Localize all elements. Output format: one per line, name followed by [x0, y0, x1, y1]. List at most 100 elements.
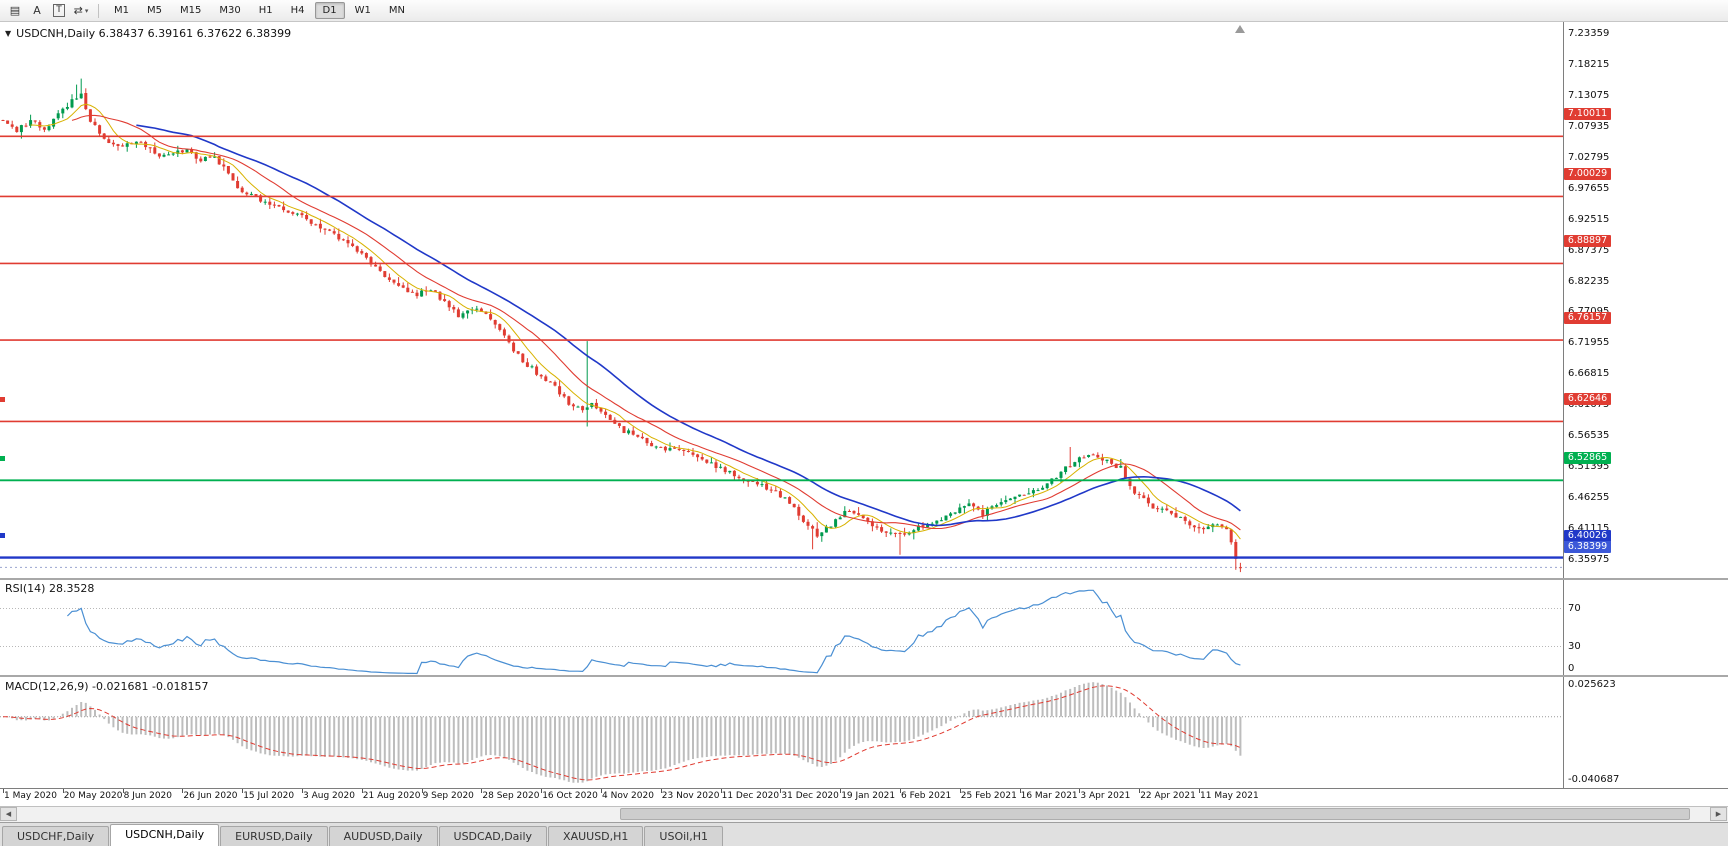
price-axis-label: 6.41115 — [1568, 523, 1610, 535]
panel-separator[interactable] — [0, 675, 1728, 677]
chart-tab-usdcnh[interactable]: USDCNH,Daily — [110, 824, 220, 846]
scroll-right-arrow-icon[interactable]: ▶ — [1710, 807, 1727, 821]
level-price-tag: 6.40026 — [1564, 529, 1611, 542]
chart-tab-usdcad[interactable]: USDCAD,Daily — [438, 826, 548, 846]
time-axis-label: 25 Feb 2021 — [960, 791, 1017, 801]
time-axis-tick — [1079, 789, 1080, 793]
line-studies-icon: ⇄ — [73, 4, 83, 17]
chart-shift-marker-icon[interactable] — [1235, 25, 1245, 33]
line-handle[interactable] — [0, 533, 5, 539]
time-axis-tick — [63, 789, 64, 793]
time-axis-label: 20 May 2020 — [63, 791, 123, 801]
time-axis-label: 3 Apr 2021 — [1080, 791, 1131, 801]
moving-average-7 — [30, 103, 1241, 540]
time-axis-tick — [780, 789, 781, 793]
time-axis-tick — [362, 789, 363, 793]
time-axis-tick — [541, 789, 542, 793]
time-axis-label: 19 Jan 2021 — [841, 791, 896, 801]
time-axis-label: 15 Jul 2020 — [243, 791, 295, 801]
timeframe-button-w1[interactable]: W1 — [354, 5, 371, 16]
timeframe-button-h1[interactable]: H1 — [258, 5, 273, 16]
price-axis-label: 6.51395 — [1568, 461, 1610, 473]
time-axis-label: 21 Aug 2020 — [362, 791, 421, 801]
macd-label: MACD(12,26,9) -0.021681 -0.018157 — [5, 680, 209, 693]
time-axis-tick — [3, 789, 4, 793]
time-axis-label: 11 May 2021 — [1200, 791, 1259, 801]
text-tool-button[interactable]: T — [49, 2, 69, 20]
chart-tab-xauusd[interactable]: XAUUSD,H1 — [548, 826, 644, 846]
scroll-left-arrow-icon[interactable]: ◀ — [0, 807, 17, 821]
line-handle[interactable] — [0, 396, 5, 402]
time-axis-label: 3 Aug 2020 — [303, 791, 355, 801]
toolbar: ▤ A T ⇄ ▾ M1 M5 M15 M30 H1 H4 D1 W1 MN — [0, 0, 1728, 22]
price-axis-label: 6.82235 — [1568, 275, 1610, 287]
line-studies-icon-button[interactable]: ⇄ ▾ — [71, 2, 91, 20]
panel-separator[interactable] — [0, 578, 1728, 580]
chart-tab-audusd[interactable]: AUDUSD,Daily — [328, 826, 438, 846]
chart-list-icon-button[interactable]: ▤ — [5, 2, 25, 20]
timeframe-button-m30[interactable]: M30 — [219, 5, 241, 16]
chart-tab-eurusd[interactable]: EURUSD,Daily — [220, 826, 328, 846]
timeframe-button-mn[interactable]: MN — [388, 5, 405, 16]
time-axis-tick — [302, 789, 303, 793]
time-axis-label: 28 Sep 2020 — [482, 791, 540, 801]
rsi-axis-label: 30 — [1568, 640, 1581, 652]
time-axis-tick — [1139, 789, 1140, 793]
time-axis-label: 31 Dec 2020 — [781, 791, 839, 801]
rsi-line — [66, 589, 1241, 675]
chart-tab-usoil[interactable]: USOil,H1 — [644, 826, 723, 846]
price-axis-label: 7.23359 — [1568, 27, 1610, 39]
time-axis-label: 23 Nov 2020 — [661, 791, 720, 801]
main-price-chart[interactable] — [0, 22, 1563, 578]
macd-axis-label: 0.025623 — [1568, 679, 1616, 690]
horizontal-scrollbar-thumb[interactable] — [620, 808, 1690, 820]
time-axis-tick — [1020, 789, 1021, 793]
line-handle[interactable] — [0, 455, 5, 461]
rsi-indicator-panel[interactable] — [0, 580, 1563, 675]
timeframe-button-d1[interactable]: D1 — [314, 2, 345, 19]
time-axis-label: 8 Jun 2020 — [123, 791, 173, 801]
chart-tab-usdchf[interactable]: USDCHF,Daily — [2, 826, 110, 846]
macd-signal-line — [2, 685, 1241, 781]
dropdown-caret-icon: ▾ — [84, 6, 89, 15]
rsi-label: RSI(14) 28.3528 — [5, 582, 95, 595]
timeframe-button-h4[interactable]: H4 — [290, 5, 305, 16]
price-axis-label: 6.77095 — [1568, 306, 1609, 318]
time-axis-label: 22 Apr 2021 — [1140, 791, 1196, 801]
macd-axis-label: -0.040687 — [1568, 774, 1620, 785]
level-price-tag: 6.52865 — [1564, 452, 1611, 465]
time-axis-label: 16 Mar 2021 — [1020, 791, 1078, 801]
price-axis-label: 6.92515 — [1568, 213, 1610, 225]
time-axis-tick — [182, 789, 183, 793]
chart-tabs-bar: USDCHF,Daily USDCNH,Daily EURUSD,Daily AUDU… — [0, 822, 1728, 846]
time-axis-tick — [840, 789, 841, 793]
time-axis-label: 26 Jun 2020 — [183, 791, 238, 801]
level-price-tag: 6.76157 — [1564, 312, 1611, 325]
macd-indicator-panel[interactable] — [0, 677, 1563, 788]
time-axis-label: 9 Sep 2020 — [422, 791, 474, 801]
price-axis-label: 6.87375 — [1568, 244, 1610, 256]
cursor-a-tool-button[interactable]: A — [27, 2, 47, 20]
price-axis-label: 6.97655 — [1568, 182, 1610, 194]
time-axis-tick — [601, 789, 602, 793]
time-axis-label: 4 Nov 2020 — [602, 791, 654, 801]
moving-average-30 — [136, 124, 1241, 527]
price-axis-label: 6.56535 — [1568, 430, 1610, 442]
toolbar-separator — [98, 3, 99, 18]
timeframe-button-m15[interactable]: M15 — [180, 5, 202, 16]
one-click-trading-arrow-icon[interactable]: ▼ — [5, 29, 12, 38]
level-price-tag: 6.88897 — [1564, 235, 1611, 248]
timeframe-button-m5[interactable]: M5 — [147, 5, 162, 16]
time-axis-tick — [1199, 789, 1200, 793]
chart-legend: ▼ USDCNH,Daily 6.38437 6.39161 6.37622 6… — [5, 27, 291, 40]
rsi-axis-label: 0 — [1568, 663, 1575, 674]
text-tool: T — [53, 4, 65, 17]
timeframe-button-m1[interactable]: M1 — [114, 5, 129, 16]
level-price-tag: 7.00029 — [1564, 168, 1611, 181]
price-axis-label: 7.18215 — [1568, 58, 1610, 70]
level-price-tag: 7.10011 — [1564, 108, 1611, 121]
level-price-tag: 6.62646 — [1564, 393, 1611, 406]
price-axis-label: 6.71955 — [1568, 337, 1610, 349]
chart-bottom-border — [0, 788, 1728, 789]
